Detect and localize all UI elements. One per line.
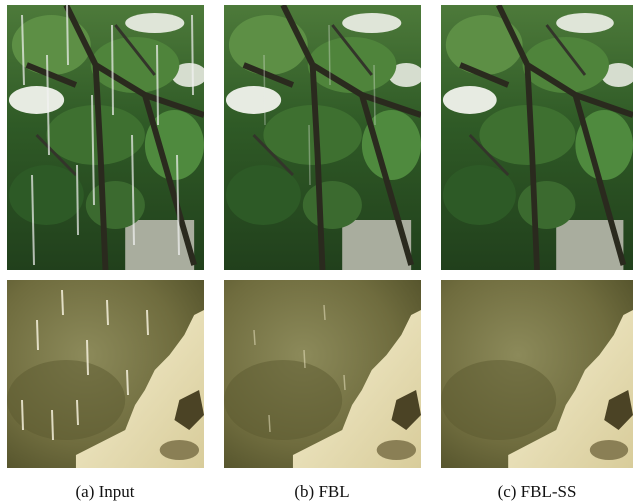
image-input-tree bbox=[7, 5, 207, 270]
figure: (a) Input (b) FBL (c) FBL-SS bbox=[0, 0, 633, 504]
image-fblss-statue bbox=[441, 280, 633, 468]
image-fblss-tree bbox=[441, 5, 633, 270]
image-input-statue bbox=[7, 280, 204, 468]
caption: (b) FBL bbox=[294, 482, 349, 501]
image-fbl-tree bbox=[224, 5, 424, 270]
image-fbl-statue bbox=[224, 280, 421, 468]
page: {"figure": {"panels": [{"caption": "(a) … bbox=[0, 0, 633, 504]
caption: (c) FBL-SS bbox=[498, 482, 577, 501]
caption: (a) Input bbox=[75, 482, 134, 501]
